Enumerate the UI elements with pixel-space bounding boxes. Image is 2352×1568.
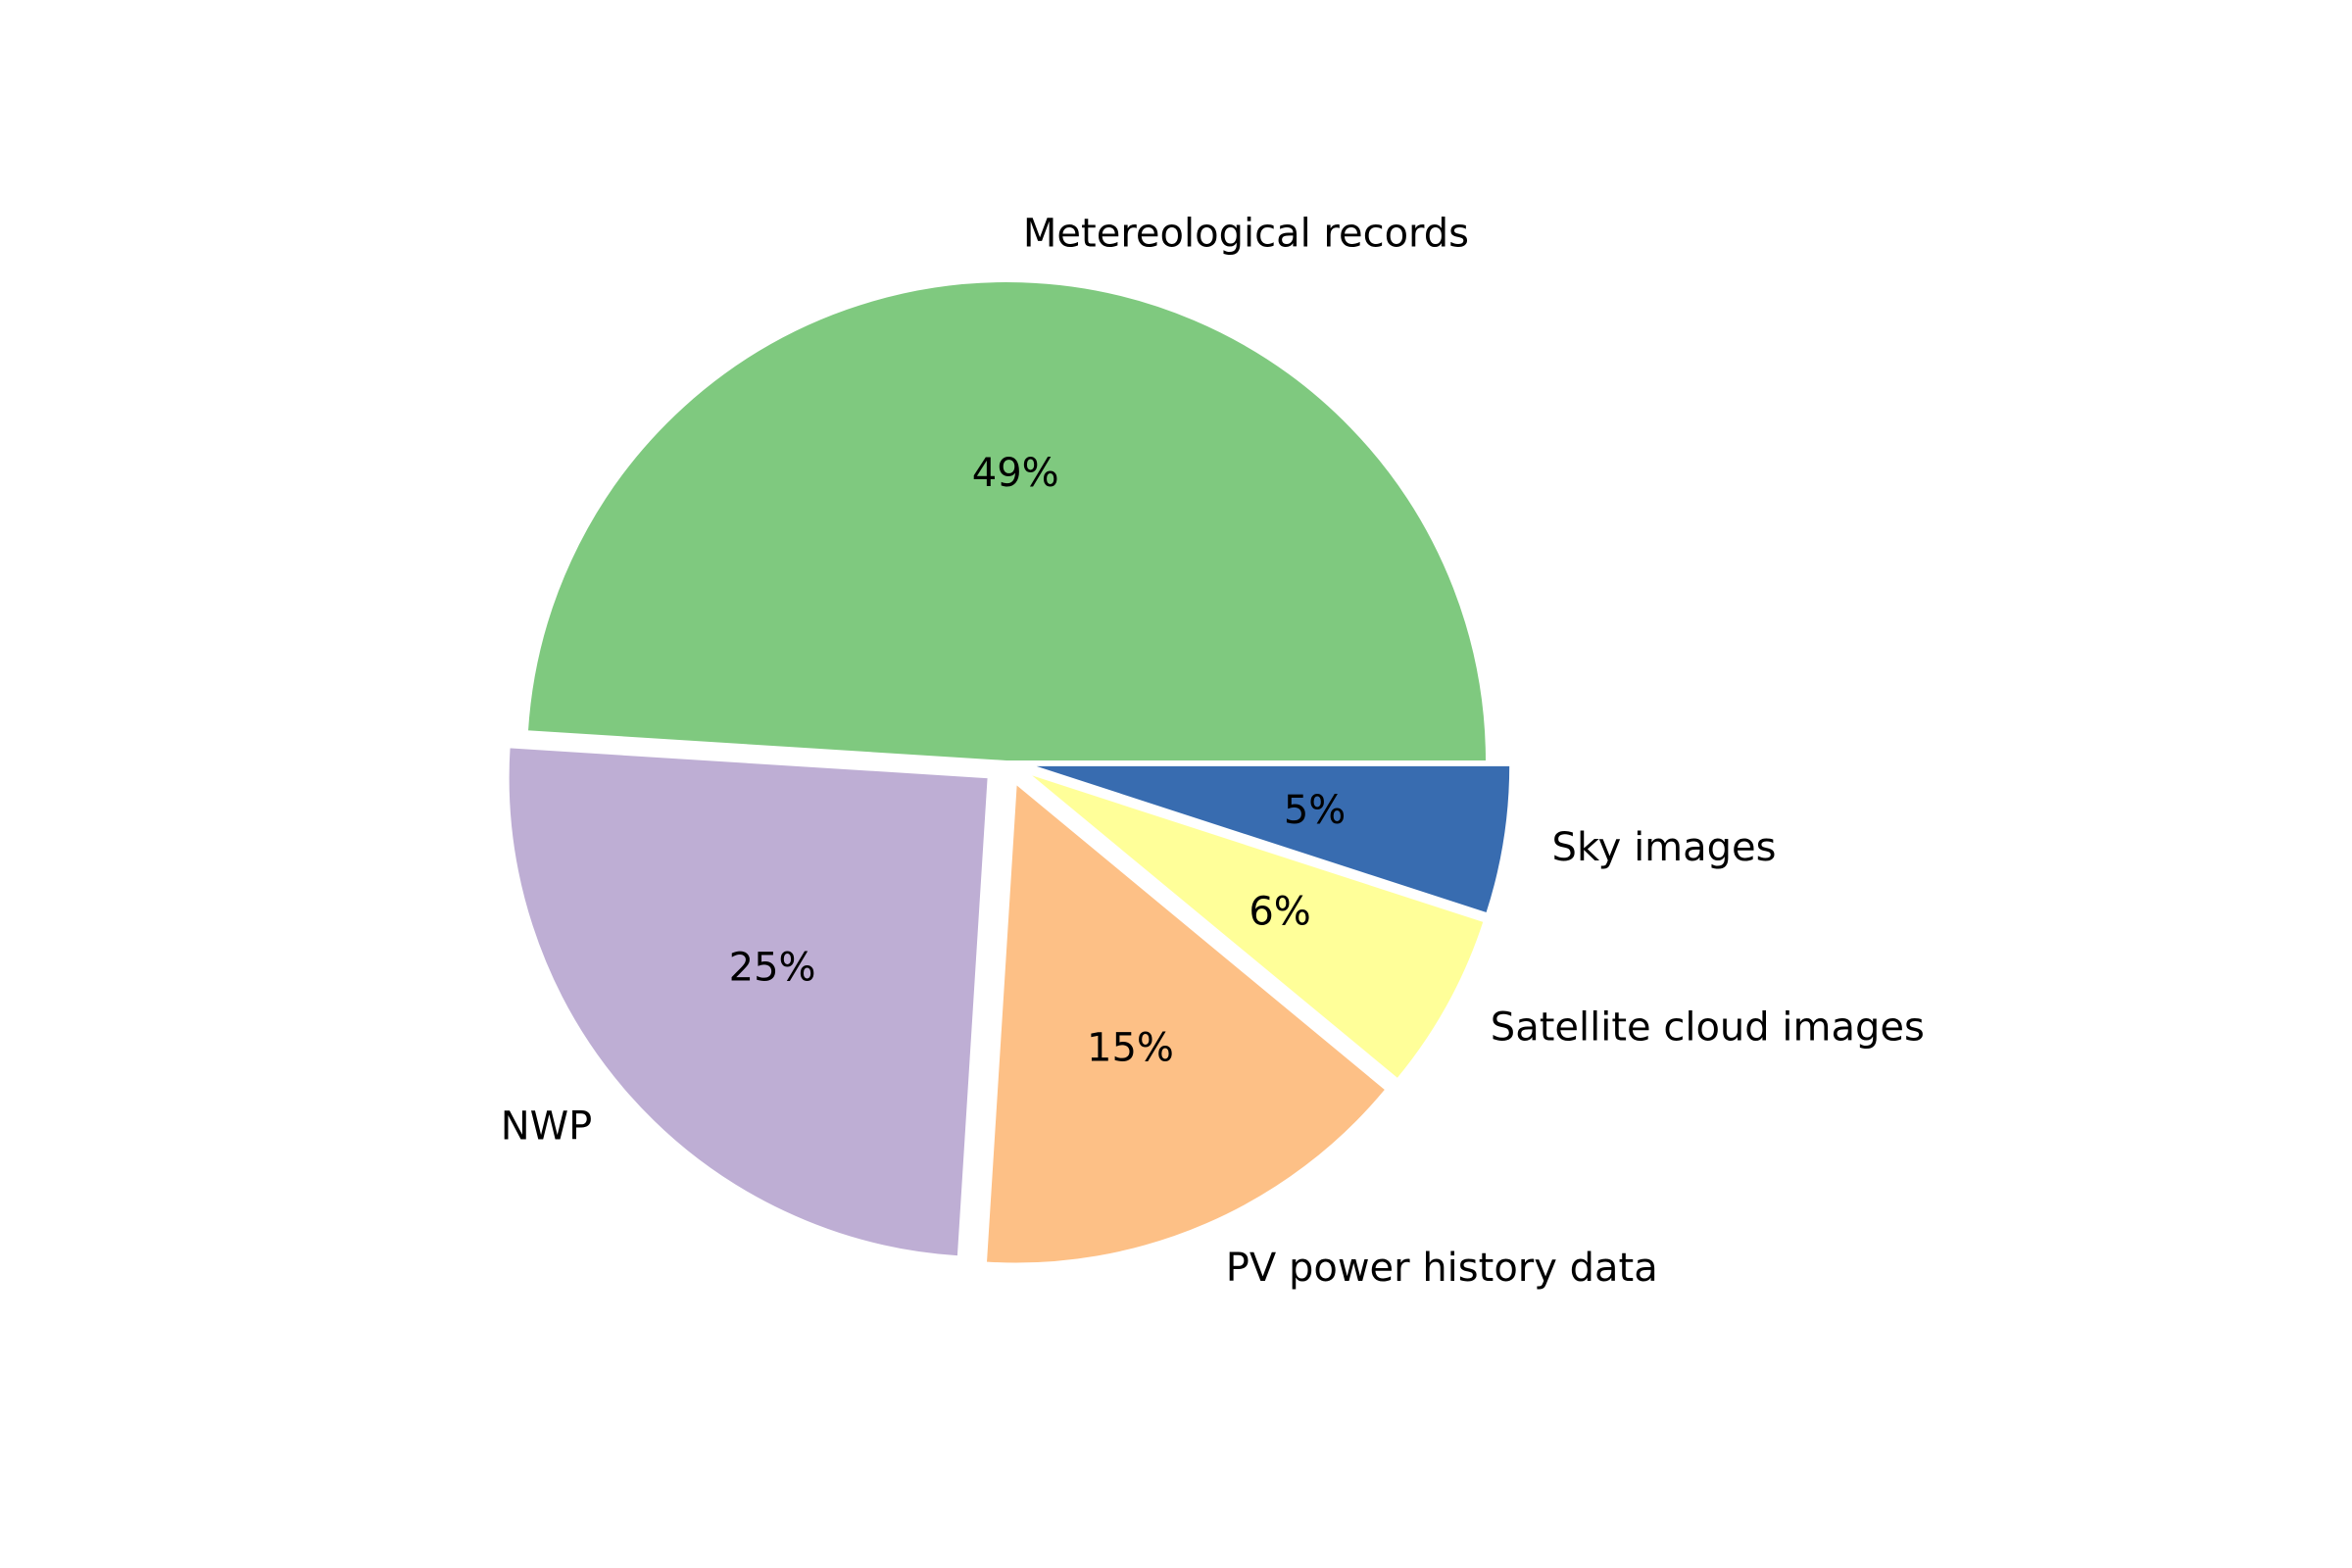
pie-category-labels: Metereological records NWP PV power histor… [501,211,1925,1291]
pie-slices [507,280,1512,1265]
pie-category-label-metereological-records: Metereological records [1023,211,1469,256]
pie-percent-label-sky-images: 5% [1284,788,1346,833]
pie-category-label-satellite-cloud-images: Satellite cloud images [1491,1004,1925,1050]
pie-slice-sky-images [1029,763,1512,915]
pie-category-label-nwp: NWP [501,1104,593,1150]
pie-slice-pv-power-history-data [984,781,1388,1265]
pie-percent-label-metereological-records: 49% [972,451,1059,496]
pie-slice-nwp [507,746,990,1258]
pie-percent-label-pv-power-history-data: 15% [1087,1025,1174,1070]
pie-category-label-pv-power-history-data: PV power history data [1226,1246,1658,1291]
pie-percent-labels: 49% 25% 15% 6% 5% [729,451,1347,1070]
pie-percent-label-nwp: 25% [729,946,816,991]
pie-category-label-sky-images: Sky images [1552,825,1777,870]
pie-percent-label-satellite-cloud-images: 6% [1249,889,1310,934]
pie-slice-satellite-cloud-images [1026,771,1486,1081]
pie-slice-metereological-records [525,280,1489,762]
